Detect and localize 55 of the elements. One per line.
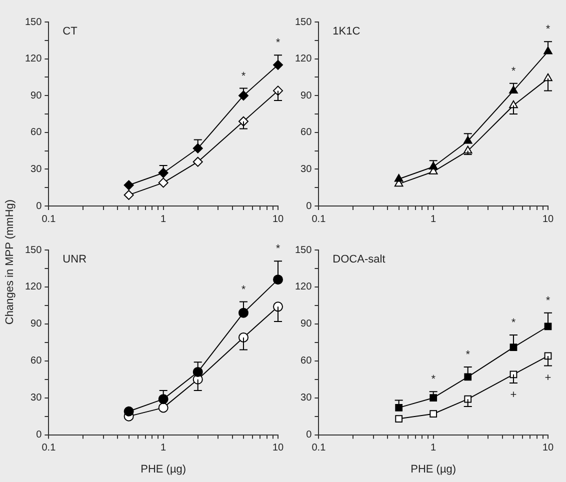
chart-title: CT xyxy=(62,26,78,38)
annotation: * xyxy=(511,65,516,78)
y-tick-label: 60 xyxy=(30,127,42,138)
x-tick-label: 10 xyxy=(542,442,554,454)
y-axis-title: Changes in MPP (mmHg) xyxy=(4,199,16,325)
annotation: * xyxy=(431,374,436,386)
y-tick-label: 150 xyxy=(294,16,312,28)
x-tick-label: 0.1 xyxy=(312,214,326,225)
annotation: * xyxy=(466,349,471,362)
y-tick-label: 150 xyxy=(294,244,312,256)
annotation: * xyxy=(546,24,551,36)
y-tick-label: 0 xyxy=(306,200,312,212)
y-tick-label: 90 xyxy=(30,318,42,330)
y-tick-label: 120 xyxy=(24,282,42,293)
annotation: * xyxy=(241,70,246,82)
y-tick-label: 30 xyxy=(30,392,42,404)
annotation: * xyxy=(546,294,551,307)
x-tick-label: 1 xyxy=(160,214,167,225)
y-tick-label: 0 xyxy=(306,430,312,441)
y-tick-label: 60 xyxy=(30,356,42,367)
x-tick-label: 10 xyxy=(272,442,284,454)
y-tick-label: 120 xyxy=(24,54,42,65)
x-tick-label: 1 xyxy=(160,442,167,454)
x-tick-label: 10 xyxy=(542,214,554,225)
annotation: * xyxy=(276,243,281,256)
x-tick-label: 0.1 xyxy=(312,442,326,454)
y-tick-label: 120 xyxy=(294,54,312,65)
x-tick-label: 0.1 xyxy=(42,442,56,454)
y-tick-label: 90 xyxy=(300,90,312,102)
y-tick-label: 30 xyxy=(30,164,42,175)
y-tick-label: 90 xyxy=(30,90,42,102)
annotation: + xyxy=(544,372,552,384)
y-tick-label: 90 xyxy=(300,318,312,330)
annotation: * xyxy=(276,37,281,50)
annotation: * xyxy=(241,284,246,296)
x-tick-label: 0.1 xyxy=(42,214,56,225)
y-tick-label: 120 xyxy=(294,282,312,293)
annotation: * xyxy=(511,317,516,330)
y-tick-label: 150 xyxy=(24,16,42,28)
y-tick-label: 0 xyxy=(36,200,42,212)
y-tick-label: 0 xyxy=(36,430,42,441)
y-tick-label: 60 xyxy=(300,356,312,367)
x-axis-title: PHE (µg) xyxy=(140,463,186,476)
x-axis-title: PHE (µg) xyxy=(410,463,456,476)
y-tick-label: 150 xyxy=(24,244,42,256)
y-tick-label: 60 xyxy=(300,127,312,138)
chart-title: 1K1C xyxy=(332,26,360,38)
chart-title: DOCA-salt xyxy=(332,254,386,266)
y-tick-label: 30 xyxy=(300,392,312,404)
annotation: + xyxy=(510,389,517,402)
x-tick-label: 1 xyxy=(430,442,437,454)
x-tick-label: 10 xyxy=(272,214,284,225)
x-tick-label: 1 xyxy=(430,214,437,225)
y-tick-label: 30 xyxy=(300,164,312,175)
chart-title: UNR xyxy=(62,254,87,266)
